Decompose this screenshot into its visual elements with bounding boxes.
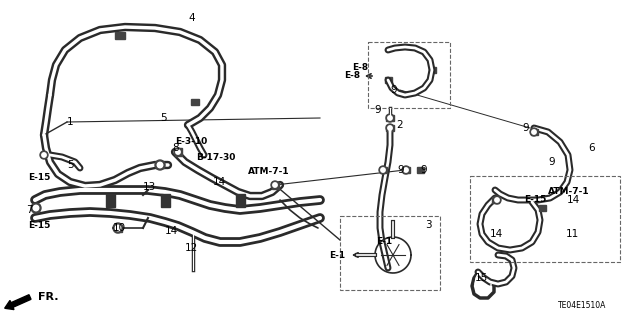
Circle shape [388, 126, 392, 130]
Text: 14: 14 [165, 226, 179, 236]
Bar [271, 182, 278, 189]
Text: 13: 13 [143, 182, 156, 192]
Text: E-1: E-1 [376, 238, 392, 247]
Text: 2: 2 [396, 120, 403, 130]
Bar [191, 99, 199, 105]
Text: E-15: E-15 [28, 220, 51, 229]
Text: 9: 9 [420, 165, 427, 175]
Text: 8: 8 [172, 143, 179, 153]
Bar [175, 148, 182, 156]
Circle shape [530, 128, 538, 136]
Bar [156, 162, 164, 168]
Text: 5: 5 [160, 113, 166, 123]
Bar [380, 167, 387, 173]
Text: 6: 6 [588, 143, 595, 153]
Bar [161, 194, 170, 206]
Text: TE04E1510A: TE04E1510A [558, 301, 606, 310]
Circle shape [386, 114, 394, 122]
Circle shape [40, 151, 48, 159]
Text: E-3-10: E-3-10 [175, 137, 207, 146]
Circle shape [381, 168, 385, 172]
Circle shape [113, 223, 123, 233]
Bar [368, 42, 450, 108]
Text: E-15: E-15 [28, 174, 51, 182]
Bar [470, 176, 620, 262]
Text: 4: 4 [188, 13, 195, 23]
Bar [236, 194, 244, 206]
Text: B-17-30: B-17-30 [196, 153, 236, 162]
Bar [403, 167, 410, 173]
Text: 14: 14 [490, 229, 503, 239]
Text: 7: 7 [26, 205, 33, 215]
Text: E-15: E-15 [524, 196, 547, 204]
Circle shape [174, 148, 182, 156]
Circle shape [42, 153, 46, 157]
Bar [340, 216, 440, 290]
Circle shape [404, 168, 408, 172]
Circle shape [379, 166, 387, 174]
Bar [429, 67, 435, 73]
Text: ATM-7-1: ATM-7-1 [548, 188, 589, 197]
Text: E-1: E-1 [329, 250, 345, 259]
Text: 15: 15 [475, 273, 488, 283]
Circle shape [155, 160, 165, 170]
Circle shape [388, 116, 392, 120]
Circle shape [33, 205, 39, 211]
Bar [531, 129, 538, 135]
Text: 9: 9 [397, 165, 404, 175]
Text: 10: 10 [113, 223, 126, 233]
Circle shape [115, 225, 121, 231]
Bar [385, 77, 392, 83]
Text: 9: 9 [390, 85, 397, 95]
Circle shape [386, 124, 394, 132]
Circle shape [495, 198, 499, 202]
Text: 14: 14 [567, 195, 580, 205]
Text: 1: 1 [67, 117, 74, 127]
Circle shape [402, 166, 410, 174]
Bar [115, 32, 125, 39]
Text: 14: 14 [213, 177, 227, 187]
Text: 9: 9 [548, 157, 555, 167]
Bar [33, 204, 39, 212]
Circle shape [271, 181, 279, 189]
Bar [538, 205, 545, 211]
Text: 11: 11 [566, 229, 579, 239]
Circle shape [31, 203, 41, 213]
Text: 12: 12 [185, 243, 198, 253]
Bar [417, 167, 424, 173]
Bar [106, 194, 115, 206]
FancyArrow shape [4, 295, 31, 309]
Text: FR.: FR. [38, 292, 58, 302]
Text: 9: 9 [374, 105, 381, 115]
Bar [492, 197, 499, 203]
Text: ATM-7-1: ATM-7-1 [248, 167, 290, 176]
Circle shape [532, 130, 536, 134]
Bar [115, 225, 122, 232]
Circle shape [176, 150, 180, 154]
Text: 9: 9 [522, 123, 529, 133]
Text: E-8: E-8 [344, 71, 360, 80]
Text: 5: 5 [67, 160, 74, 170]
Bar [386, 115, 394, 121]
Circle shape [493, 196, 501, 204]
Text: E-8: E-8 [352, 63, 368, 72]
Circle shape [157, 162, 163, 168]
Text: 3: 3 [425, 220, 431, 230]
Bar [386, 125, 394, 131]
Circle shape [273, 183, 277, 187]
